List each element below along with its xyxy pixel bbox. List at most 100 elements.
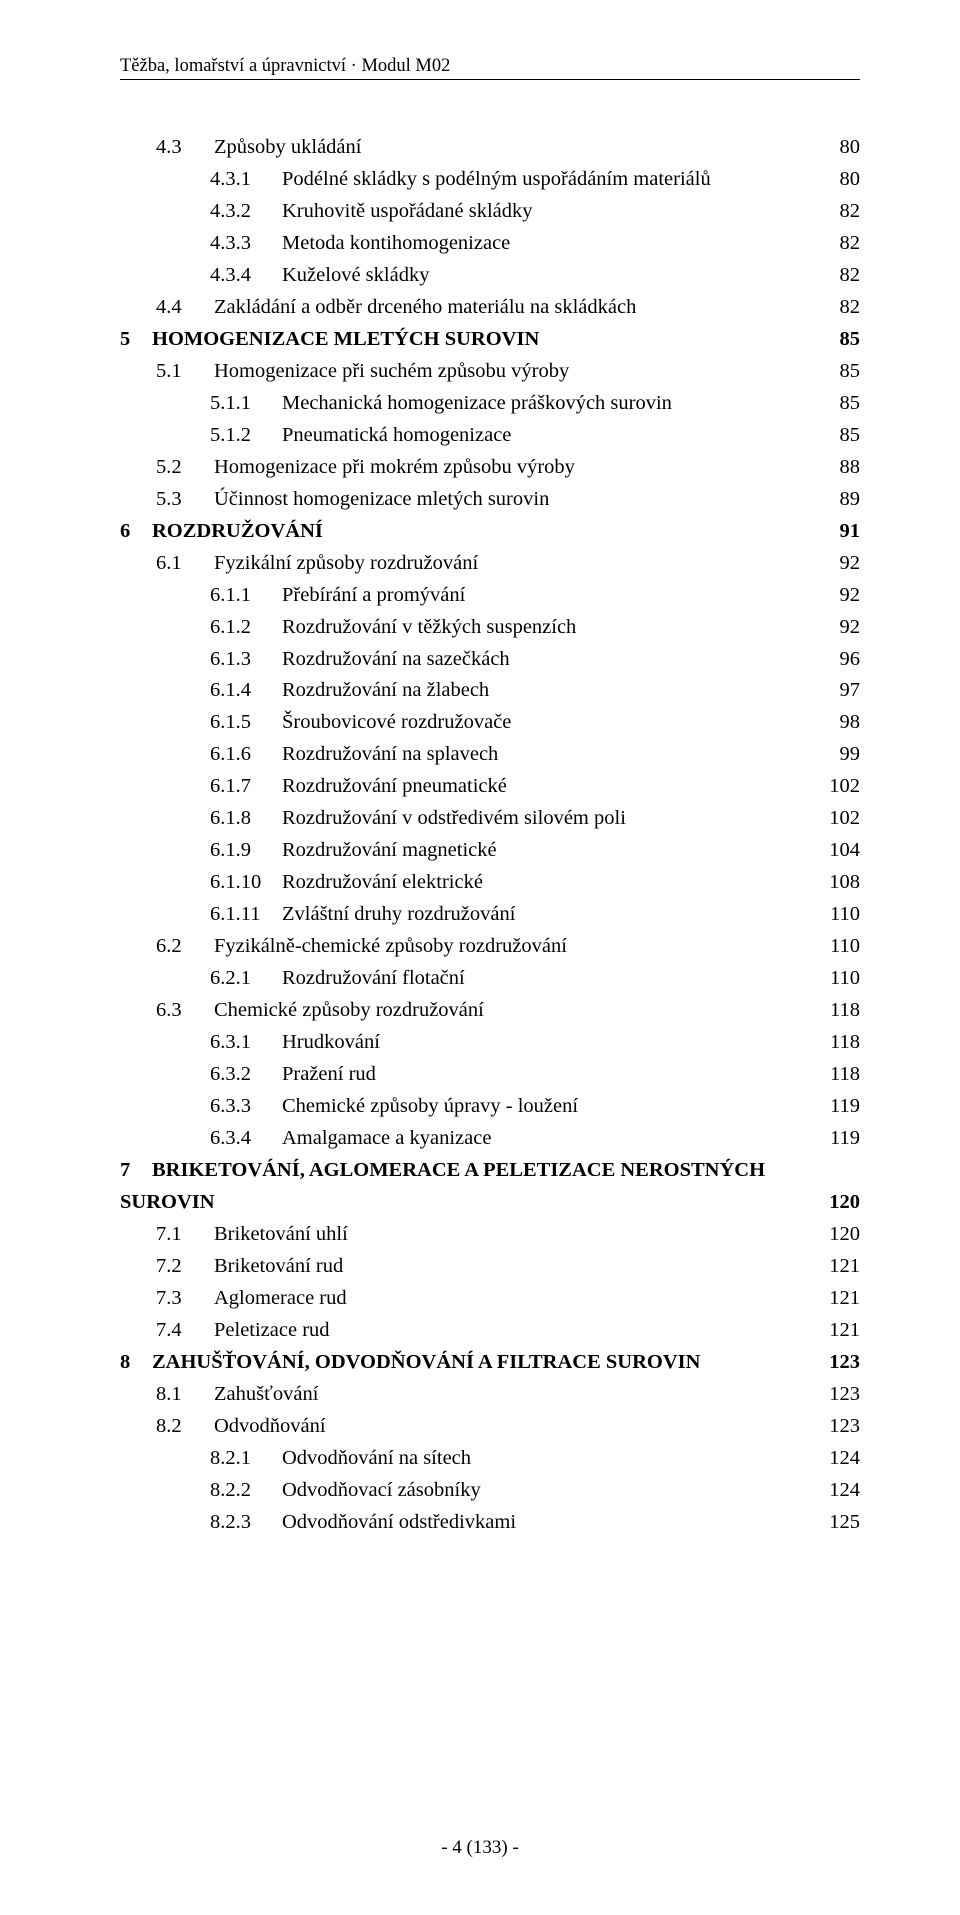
toc-page: 88 [836,452,861,484]
toc-title: Briketování rud [214,1251,343,1283]
toc-title: SUROVIN [120,1187,215,1219]
toc-title: Rozdružování v těžkých suspenzích [282,612,576,644]
toc-page: 119 [826,1123,860,1155]
toc-number: 4.3.2 [210,196,282,228]
toc-number: 8.2.2 [210,1475,282,1507]
toc-title: Chemické způsoby rozdružování [214,995,484,1027]
toc-number: 7.4 [156,1315,214,1347]
toc-title: BRIKETOVÁNÍ, AGLOMERACE A PELETIZACE NER… [152,1155,765,1187]
toc-page: 110 [826,963,860,995]
toc-entry: 8ZAHUŠŤOVÁNÍ, ODVODŇOVÁNÍ A FILTRACE SUR… [120,1347,860,1379]
toc-entry: 4.3.1Podélné skládky s podélným uspořádá… [120,164,860,196]
toc-title: Šroubovicové rozdružovače [282,707,511,739]
toc-number: 6 [120,516,152,548]
toc-number: 6.1.8 [210,803,282,835]
toc-title: Rozdružování elektrické [282,867,483,899]
toc-title: HOMOGENIZACE MLETÝCH SUROVIN [152,324,539,356]
toc-title: Odvodňování na sítech [282,1443,471,1475]
toc-number: 7 [120,1155,152,1187]
toc-number: 4.4 [156,292,214,324]
toc-title: Rozdružování magnetické [282,835,497,867]
toc-page: 85 [836,420,861,452]
toc-title: Fyzikální způsoby rozdružování [214,548,478,580]
toc-title: Rozdružování na splavech [282,739,498,771]
toc-page: 89 [836,484,861,516]
toc-entry: 6.3Chemické způsoby rozdružování 118 [120,995,860,1027]
toc-number: 6.1.7 [210,771,282,803]
toc-entry: 7.2Briketování rud121 [120,1251,860,1283]
toc-number: 6.3.4 [210,1123,282,1155]
toc-entry: 6.1.11Zvláštní druhy rozdružování110 [120,899,860,931]
toc-entry: 8.2.1Odvodňování na sítech124 [120,1443,860,1475]
toc-entry: 8.2.3Odvodňování odstředivkami125 [120,1507,860,1539]
toc-number: 6.3.1 [210,1027,282,1059]
toc-page: 102 [825,803,860,835]
toc-entry: 7.3Aglomerace rud121 [120,1283,860,1315]
toc-page: 120 [825,1187,860,1219]
toc-page: 82 [836,196,861,228]
toc-title: Způsoby ukládání [214,132,361,164]
toc-entry: 4.3Způsoby ukládání80 [120,132,860,164]
toc-number: 6.1.6 [210,739,282,771]
toc-page: 118 [826,1059,860,1091]
toc-entry: 6.3.3Chemické způsoby úpravy - loužení11… [120,1091,860,1123]
toc-title: Účinnost homogenizace mletých surovin [214,484,549,516]
toc-page: 92 [836,548,861,580]
toc-page: 104 [825,835,860,867]
toc-page: 118 [826,995,860,1027]
toc-page: 85 [836,356,861,388]
toc-entry: 5.1.1Mechanická homogenizace práškových … [120,388,860,420]
toc-title: Chemické způsoby úpravy - loužení [282,1091,578,1123]
toc-title: Zakládání a odběr drceného materiálu na … [214,292,636,324]
toc-number: 7.3 [156,1283,214,1315]
toc-number: 6.1.11 [210,899,282,931]
toc-number: 6.1.9 [210,835,282,867]
toc-entry: 6.1.5Šroubovicové rozdružovače98 [120,707,860,739]
toc-number: 5.2 [156,452,214,484]
toc-entry: 6.1.3Rozdružování na sazečkách96 [120,644,860,676]
toc-page: 121 [825,1251,860,1283]
toc-title: Peletizace rud [214,1315,330,1347]
toc-page: 121 [825,1315,860,1347]
toc-entry: 8.2Odvodňování123 [120,1411,860,1443]
toc-title: Amalgamace a kyanizace [282,1123,491,1155]
toc-page: 110 [826,931,860,963]
toc-number: 6.3 [156,995,214,1027]
toc-page: 82 [836,292,861,324]
toc-entry: 6.1.10Rozdružování elektrické108 [120,867,860,899]
toc-entry: 6.1.6Rozdružování na splavech99 [120,739,860,771]
document-page: Těžba, lomařství a úpravnictví · Modul M… [0,0,960,1915]
toc-entry: 5.2Homogenizace při mokrém způsobu výrob… [120,452,860,484]
toc-page: 124 [825,1443,860,1475]
toc-title: Rozdružování flotační [282,963,465,995]
toc-page: 123 [825,1411,860,1443]
toc-page: 85 [836,324,861,356]
toc-page: 121 [825,1283,860,1315]
toc-page: 82 [836,260,861,292]
toc-number: 8.2.3 [210,1507,282,1539]
toc-page: 91 [836,516,861,548]
toc-entry: 6.3.1Hrudkování118 [120,1027,860,1059]
toc-title: Briketování uhlí [214,1219,348,1251]
toc-entry: 7.1Briketování uhlí120 [120,1219,860,1251]
toc-page: 98 [836,707,861,739]
toc-number: 5.1 [156,356,214,388]
toc-number: 6.3.2 [210,1059,282,1091]
toc-entry: 6.1.7Rozdružování pneumatické102 [120,771,860,803]
toc-title: Podélné skládky s podélným uspořádáním m… [282,164,711,196]
toc-entry: 6.3.4Amalgamace a kyanizace 119 [120,1123,860,1155]
toc-title: Zahušťování [214,1379,318,1411]
toc-entry: 6ROZDRUŽOVÁNÍ91 [120,516,860,548]
toc-number: 6.1.2 [210,612,282,644]
toc-page: 92 [836,612,861,644]
toc-number: 6.2 [156,931,214,963]
toc-page: 96 [836,644,861,676]
toc-number: 8.2 [156,1411,214,1443]
toc-page: 108 [825,867,860,899]
toc-number: 5.3 [156,484,214,516]
toc-title: Rozdružování na sazečkách [282,644,510,676]
toc-entry: 7.4Peletizace rud 121 [120,1315,860,1347]
toc-title: Pražení rud [282,1059,376,1091]
toc-page: 119 [826,1091,860,1123]
toc-number: 6.2.1 [210,963,282,995]
